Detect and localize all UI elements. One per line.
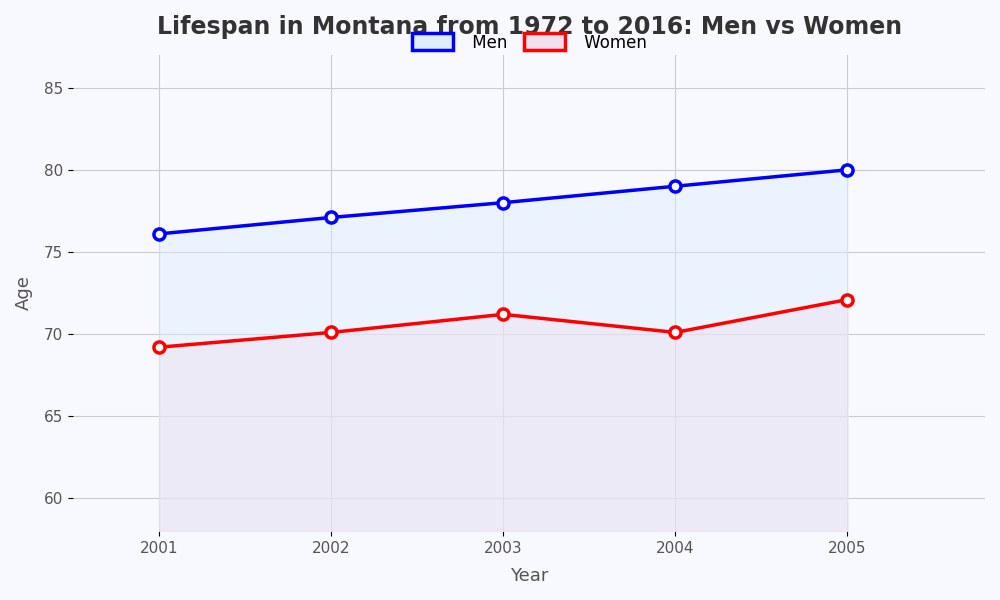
Legend:  Men,  Women: Men, Women [403,25,655,60]
Y-axis label: Age: Age [15,275,33,310]
Title: Lifespan in Montana from 1972 to 2016: Men vs Women: Lifespan in Montana from 1972 to 2016: M… [157,15,902,39]
X-axis label: Year: Year [510,567,548,585]
